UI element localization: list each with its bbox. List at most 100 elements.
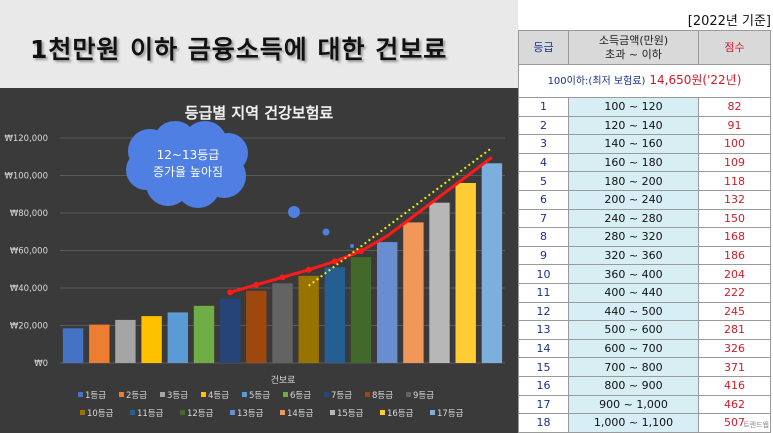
callout-line2: 증가율 높아짐 — [153, 165, 223, 179]
bar-16 — [455, 183, 476, 363]
score-cell: 507 — [698, 413, 771, 433]
grade-cell: 3 — [518, 134, 569, 154]
trend-marker — [331, 258, 338, 265]
y-tick-label: ₩100,000 — [4, 172, 48, 182]
callout-bubble — [288, 206, 300, 218]
trend-marker — [279, 274, 286, 281]
y-tick-label: ₩80,000 — [10, 209, 48, 219]
bar-10 — [298, 275, 319, 363]
legend-swatch — [280, 410, 285, 415]
trend-marker — [305, 266, 312, 273]
table-row: 2 120 ~ 140 91 — [518, 115, 771, 136]
legend-swatch — [324, 392, 329, 397]
bar-9 — [272, 283, 293, 363]
legend-label: 5등급 — [249, 391, 270, 401]
range-cell: 500 ~ 600 — [568, 320, 699, 340]
score-cell: 82 — [698, 97, 771, 117]
header-range-line1: 소득금액(만원) — [598, 33, 669, 47]
range-cell: 180 ~ 200 — [568, 171, 699, 191]
grade-cell: 16 — [518, 375, 569, 396]
range-cell: 320 ~ 360 — [568, 245, 699, 266]
callout-bubble — [350, 244, 354, 248]
header-score: 점수 — [698, 30, 771, 65]
bar-12 — [350, 257, 372, 363]
x-axis-label: 건보료 — [271, 375, 296, 386]
grade-cell: 15 — [518, 357, 569, 377]
range-cell: 100 ~ 120 — [568, 97, 699, 117]
table-header-row: 등급 소득금액(만원) 초과 ~ 이하 점수 — [518, 30, 771, 65]
legend-swatch — [180, 410, 185, 415]
table-row: 8 280 ~ 320 168 — [518, 227, 771, 247]
legend-label: 14등급 — [287, 409, 314, 419]
grade-table: 등급 소득금액(만원) 초과 ~ 이하 점수 100이하:(최저 보험료) 14,… — [518, 30, 771, 433]
legend-label: 15등급 — [337, 409, 364, 419]
legend-label: 16등급 — [387, 409, 414, 419]
score-cell: 371 — [698, 357, 771, 377]
score-cell: 222 — [698, 282, 771, 303]
y-tick-label: ₩120,000 — [4, 134, 48, 144]
legend-swatch — [130, 410, 135, 415]
trend-marker — [227, 289, 234, 296]
score-cell: 186 — [698, 245, 771, 266]
grade-table-container: 등급 소득금액(만원) 초과 ~ 이하 점수 100이하:(최저 보험료) 14,… — [518, 30, 773, 433]
grade-cell: 14 — [518, 338, 569, 359]
chart-title: 등급별 지역 건강보험료 — [185, 104, 334, 122]
bar-8 — [246, 290, 267, 363]
table-row: 4 160 ~ 180 109 — [518, 152, 771, 173]
title-banner: 1천만원 이하 금융소득에 대한 건보료 — [0, 0, 518, 88]
min-premium-label: 100이하:(최저 보험료) — [547, 76, 646, 87]
legend-swatch — [78, 392, 83, 397]
score-cell: 326 — [698, 338, 771, 359]
bar-3 — [115, 319, 136, 363]
legend-swatch — [201, 392, 206, 397]
grade-cell: 2 — [518, 115, 569, 136]
table-row: 1 100 ~ 120 82 — [518, 97, 771, 117]
y-tick-label: ₩60,000 — [10, 247, 48, 257]
legend-label: 3등급 — [167, 391, 188, 401]
legend-label: 2등급 — [126, 391, 147, 401]
legend-swatch — [119, 392, 124, 397]
min-premium-value: 14,650원('22년) — [649, 73, 742, 87]
table-row: 6 200 ~ 240 132 — [518, 189, 771, 210]
min-premium-cell: 100이하:(최저 보험료) 14,650원('22년) — [518, 64, 771, 98]
table-row: 7 240 ~ 280 150 — [518, 208, 771, 229]
legend-label: 13등급 — [237, 409, 264, 419]
score-cell: 245 — [698, 301, 771, 322]
table-row: 18 1,000 ~ 1,100 507 — [518, 413, 771, 433]
callout-cloud-part — [155, 133, 215, 193]
bar-4 — [141, 316, 162, 363]
score-cell: 281 — [698, 320, 771, 340]
legend-label: 4등급 — [208, 391, 229, 401]
legend-swatch — [242, 392, 247, 397]
range-cell: 600 ~ 700 — [568, 338, 699, 359]
bar-11 — [324, 267, 345, 363]
chart-canvas: 등급별 지역 건강보험료 ₩0 ₩20,000 ₩40,000 ₩60,000 ₩80,0… — [4, 104, 505, 419]
range-cell: 440 ~ 500 — [568, 301, 699, 322]
bar-7 — [219, 298, 241, 363]
table-row: 3 140 ~ 160 100 — [518, 134, 771, 154]
y-tick-label: ₩40,000 — [10, 284, 48, 294]
bar-2 — [89, 324, 110, 363]
bar-6 — [193, 305, 215, 363]
trend-marker — [358, 248, 365, 255]
page-title: 1천만원 이하 금융소득에 대한 건보료 — [30, 35, 448, 64]
legend-label: 8등급 — [372, 391, 393, 401]
score-cell: 109 — [698, 152, 771, 173]
legend-swatch — [430, 410, 435, 415]
legend-swatch — [330, 410, 335, 415]
score-cell: 416 — [698, 375, 771, 396]
legend-swatch — [283, 392, 288, 397]
legend-swatch — [406, 392, 411, 397]
y-tick-label: ₩20,000 — [10, 322, 48, 332]
legend-label: 12등급 — [187, 409, 214, 419]
table-row: 15 700 ~ 800 371 — [518, 357, 771, 377]
range-cell: 120 ~ 140 — [568, 115, 699, 136]
score-cell: 204 — [698, 264, 771, 284]
legend-label: 10등급 — [87, 409, 114, 419]
table-row: 12 440 ~ 500 245 — [518, 301, 771, 322]
grade-cell: 12 — [518, 301, 569, 322]
range-cell: 700 ~ 800 — [568, 357, 699, 377]
range-cell: 240 ~ 280 — [568, 208, 699, 229]
range-cell: 280 ~ 320 — [568, 227, 699, 247]
range-cell: 140 ~ 160 — [568, 134, 699, 154]
